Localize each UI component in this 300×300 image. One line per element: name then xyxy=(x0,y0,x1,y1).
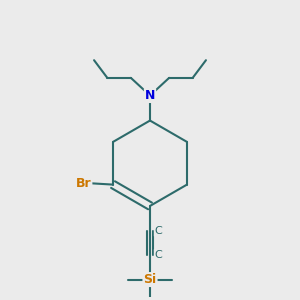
Text: N: N xyxy=(145,89,155,102)
Text: C: C xyxy=(154,226,162,236)
Text: Si: Si xyxy=(143,273,157,286)
Text: C: C xyxy=(154,250,162,260)
Text: Br: Br xyxy=(76,177,92,190)
